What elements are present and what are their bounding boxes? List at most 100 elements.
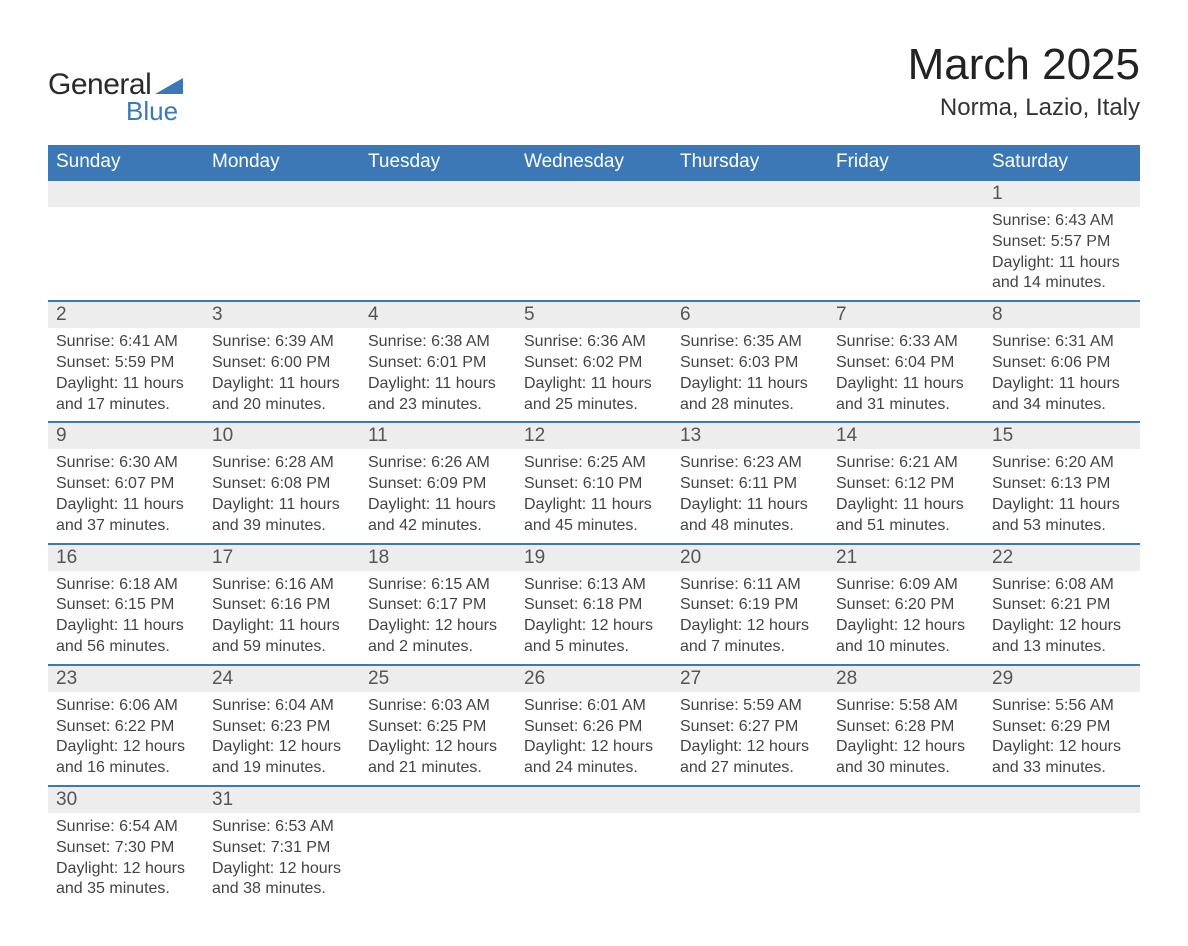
- weekday-header: Tuesday: [360, 145, 516, 180]
- day-cell: Sunrise: 6:31 AMSunset: 6:06 PMDaylight:…: [984, 328, 1140, 422]
- logo-triangle-icon: [155, 76, 183, 94]
- day-number: 30: [48, 786, 204, 813]
- title-block: March 2025 Norma, Lazio, Italy: [908, 40, 1140, 122]
- day-number: [672, 180, 828, 207]
- day-number: 4: [360, 301, 516, 328]
- header: General Blue March 2025 Norma, Lazio, It…: [48, 40, 1140, 127]
- day-number: 9: [48, 422, 204, 449]
- day-cell: [360, 207, 516, 301]
- day-cell: Sunrise: 6:01 AMSunset: 6:26 PMDaylight:…: [516, 692, 672, 786]
- day-cell: Sunrise: 6:03 AMSunset: 6:25 PMDaylight:…: [360, 692, 516, 786]
- day-cell: [204, 207, 360, 301]
- day-number: [360, 786, 516, 813]
- day-cell: Sunrise: 5:56 AMSunset: 6:29 PMDaylight:…: [984, 692, 1140, 786]
- day-cell: Sunrise: 6:15 AMSunset: 6:17 PMDaylight:…: [360, 571, 516, 665]
- day-number: 12: [516, 422, 672, 449]
- day-number: [360, 180, 516, 207]
- day-cell: Sunrise: 6:35 AMSunset: 6:03 PMDaylight:…: [672, 328, 828, 422]
- calendar-table: Sunday Monday Tuesday Wednesday Thursday…: [48, 145, 1140, 906]
- day-cell: Sunrise: 6:28 AMSunset: 6:08 PMDaylight:…: [204, 449, 360, 543]
- day-content-row: Sunrise: 6:43 AMSunset: 5:57 PMDaylight:…: [48, 207, 1140, 301]
- day-cell: Sunrise: 6:54 AMSunset: 7:30 PMDaylight:…: [48, 813, 204, 906]
- day-cell: Sunrise: 6:09 AMSunset: 6:20 PMDaylight:…: [828, 571, 984, 665]
- weekday-header: Thursday: [672, 145, 828, 180]
- weekday-header: Wednesday: [516, 145, 672, 180]
- day-number: 22: [984, 544, 1140, 571]
- day-content-row: Sunrise: 6:06 AMSunset: 6:22 PMDaylight:…: [48, 692, 1140, 786]
- day-number: 6: [672, 301, 828, 328]
- daynum-row: 23242526272829: [48, 665, 1140, 692]
- day-number: 14: [828, 422, 984, 449]
- weekday-header: Saturday: [984, 145, 1140, 180]
- day-number: 11: [360, 422, 516, 449]
- day-cell: Sunrise: 6:33 AMSunset: 6:04 PMDaylight:…: [828, 328, 984, 422]
- day-number: [984, 786, 1140, 813]
- day-cell: Sunrise: 6:43 AMSunset: 5:57 PMDaylight:…: [984, 207, 1140, 301]
- day-cell: Sunrise: 6:39 AMSunset: 6:00 PMDaylight:…: [204, 328, 360, 422]
- day-content-row: Sunrise: 6:30 AMSunset: 6:07 PMDaylight:…: [48, 449, 1140, 543]
- day-number: 2: [48, 301, 204, 328]
- day-number: 8: [984, 301, 1140, 328]
- day-cell: Sunrise: 6:13 AMSunset: 6:18 PMDaylight:…: [516, 571, 672, 665]
- weekday-header: Friday: [828, 145, 984, 180]
- logo-text-blue: Blue: [126, 96, 178, 127]
- logo: General Blue: [48, 68, 183, 127]
- day-content-row: Sunrise: 6:18 AMSunset: 6:15 PMDaylight:…: [48, 571, 1140, 665]
- day-cell: [984, 813, 1140, 906]
- location: Norma, Lazio, Italy: [908, 94, 1140, 122]
- day-cell: [516, 207, 672, 301]
- day-number: [828, 180, 984, 207]
- day-cell: Sunrise: 6:30 AMSunset: 6:07 PMDaylight:…: [48, 449, 204, 543]
- day-cell: Sunrise: 6:04 AMSunset: 6:23 PMDaylight:…: [204, 692, 360, 786]
- day-cell: Sunrise: 6:16 AMSunset: 6:16 PMDaylight:…: [204, 571, 360, 665]
- daynum-row: 16171819202122: [48, 544, 1140, 571]
- day-cell: Sunrise: 6:21 AMSunset: 6:12 PMDaylight:…: [828, 449, 984, 543]
- day-cell: Sunrise: 6:11 AMSunset: 6:19 PMDaylight:…: [672, 571, 828, 665]
- weekday-header: Monday: [204, 145, 360, 180]
- day-content-row: Sunrise: 6:54 AMSunset: 7:30 PMDaylight:…: [48, 813, 1140, 906]
- daynum-row: 2345678: [48, 301, 1140, 328]
- day-cell: Sunrise: 6:41 AMSunset: 5:59 PMDaylight:…: [48, 328, 204, 422]
- day-cell: [48, 207, 204, 301]
- daynum-row: 1: [48, 180, 1140, 207]
- day-cell: [516, 813, 672, 906]
- day-cell: Sunrise: 6:08 AMSunset: 6:21 PMDaylight:…: [984, 571, 1140, 665]
- day-number: 19: [516, 544, 672, 571]
- day-cell: Sunrise: 5:58 AMSunset: 6:28 PMDaylight:…: [828, 692, 984, 786]
- day-number: 15: [984, 422, 1140, 449]
- day-number: 31: [204, 786, 360, 813]
- day-cell: Sunrise: 6:25 AMSunset: 6:10 PMDaylight:…: [516, 449, 672, 543]
- month-title: March 2025: [908, 40, 1140, 90]
- day-number: 20: [672, 544, 828, 571]
- day-number: [672, 786, 828, 813]
- day-cell: Sunrise: 6:38 AMSunset: 6:01 PMDaylight:…: [360, 328, 516, 422]
- day-number: [516, 786, 672, 813]
- day-cell: Sunrise: 6:36 AMSunset: 6:02 PMDaylight:…: [516, 328, 672, 422]
- day-cell: [828, 813, 984, 906]
- day-number: 16: [48, 544, 204, 571]
- day-number: 25: [360, 665, 516, 692]
- daynum-row: 3031: [48, 786, 1140, 813]
- day-cell: [672, 813, 828, 906]
- day-number: [48, 180, 204, 207]
- day-cell: Sunrise: 6:18 AMSunset: 6:15 PMDaylight:…: [48, 571, 204, 665]
- day-number: 27: [672, 665, 828, 692]
- weekday-header-row: Sunday Monday Tuesday Wednesday Thursday…: [48, 145, 1140, 180]
- day-cell: Sunrise: 6:20 AMSunset: 6:13 PMDaylight:…: [984, 449, 1140, 543]
- day-cell: [360, 813, 516, 906]
- day-number: 24: [204, 665, 360, 692]
- day-number: 10: [204, 422, 360, 449]
- day-number: 29: [984, 665, 1140, 692]
- daynum-row: 9101112131415: [48, 422, 1140, 449]
- day-number: 3: [204, 301, 360, 328]
- day-number: [828, 786, 984, 813]
- day-number: 1: [984, 180, 1140, 207]
- day-number: 18: [360, 544, 516, 571]
- day-number: 23: [48, 665, 204, 692]
- day-cell: Sunrise: 6:23 AMSunset: 6:11 PMDaylight:…: [672, 449, 828, 543]
- day-cell: [672, 207, 828, 301]
- day-number: 26: [516, 665, 672, 692]
- day-number: 21: [828, 544, 984, 571]
- day-cell: Sunrise: 6:53 AMSunset: 7:31 PMDaylight:…: [204, 813, 360, 906]
- day-number: 5: [516, 301, 672, 328]
